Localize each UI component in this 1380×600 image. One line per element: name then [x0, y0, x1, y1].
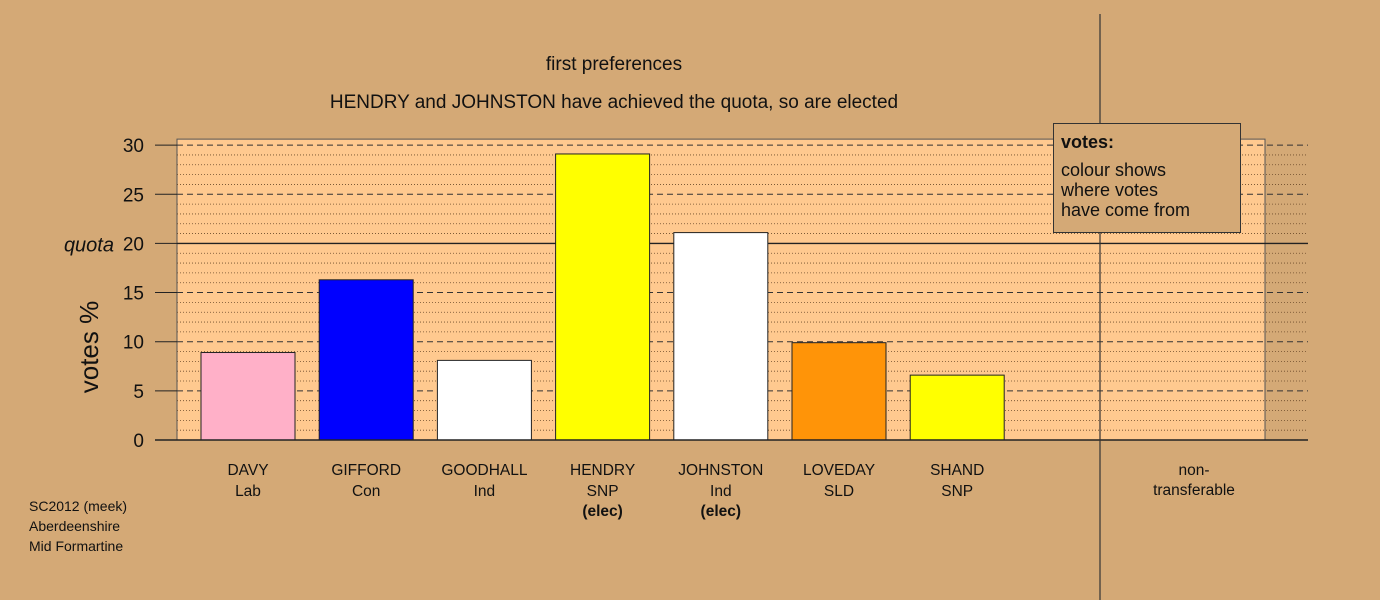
category-name: GIFFORD [331, 462, 401, 479]
category-party: SLD [824, 483, 854, 500]
nontransferable-label: non- [1178, 462, 1209, 479]
elected-label: (elec) [701, 503, 742, 520]
category-party: Con [352, 483, 380, 500]
category-party: Ind [474, 483, 496, 500]
category-party: Ind [710, 483, 732, 500]
legend-line: where votes [1061, 180, 1159, 200]
chart-subtitle: HENDRY and JOHNSTON have achieved the qu… [330, 92, 898, 113]
source-line: Aberdeenshire [29, 518, 121, 534]
y-tick-label: 5 [133, 382, 144, 403]
chart-title: first preferences [546, 54, 682, 75]
legend: votes: colour shows where votes have com… [1053, 123, 1241, 233]
elected-label: (elec) [582, 503, 623, 520]
legend-title: votes: [1061, 132, 1115, 152]
bar [909, 374, 1005, 441]
category-name: DAVY [227, 462, 268, 479]
category-party: SNP [941, 483, 973, 500]
source-line: SC2012 (meek) [29, 498, 128, 514]
bar [436, 359, 532, 441]
category-name: JOHNSTON [678, 462, 763, 479]
legend-line: have come from [1061, 200, 1191, 220]
bar [318, 279, 414, 441]
y-tick-label: 10 [123, 333, 144, 354]
legend-line: colour shows [1061, 160, 1167, 180]
source-line: Mid Formartine [29, 538, 124, 554]
y-tick-label: 0 [133, 431, 144, 452]
bar [555, 153, 651, 441]
nontransferable-label: transferable [1153, 482, 1235, 499]
bar [200, 352, 296, 441]
source-info: SC2012 (meek) Aberdeenshire Mid Formarti… [29, 496, 127, 556]
bar [791, 342, 887, 441]
category-name: HENDRY [570, 462, 635, 479]
category-name: GOODHALL [441, 462, 528, 479]
category-name: LOVEDAY [803, 462, 875, 479]
category-name: SHAND [930, 462, 984, 479]
category-party: Lab [235, 483, 261, 500]
y-tick-label: 15 [123, 284, 144, 305]
bar [673, 232, 769, 441]
y-tick-label: 25 [123, 185, 144, 206]
quota-label: quota [64, 234, 114, 256]
y-axis-label: votes % [74, 301, 104, 394]
y-tick-label: 30 [123, 136, 144, 157]
category-party: SNP [587, 483, 619, 500]
y-tick-label: 20 [123, 234, 144, 255]
